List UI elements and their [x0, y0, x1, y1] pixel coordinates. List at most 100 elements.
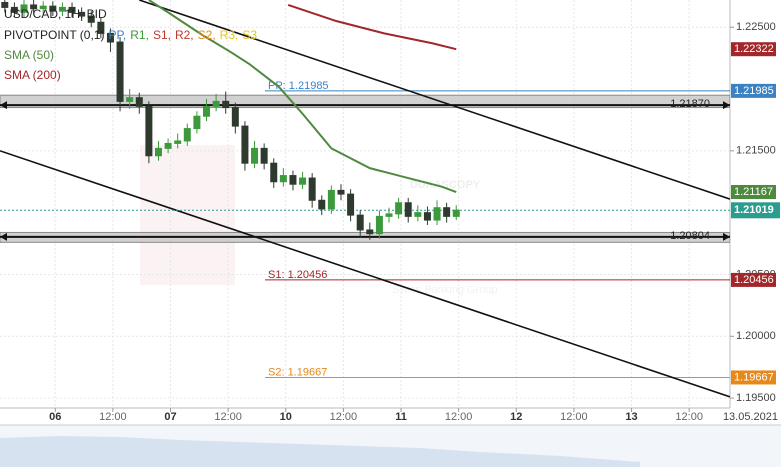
candle-body [30, 4, 38, 10]
candle-body [366, 229, 374, 235]
plot: DUKASCOPY Swiss Banking Group 1.21870 1.208… [0, 0, 730, 408]
price-tag [731, 42, 776, 57]
sma-line [287, 3, 457, 51]
candle-body [174, 140, 182, 144]
candle-body [58, 6, 66, 12]
candle-body [116, 41, 124, 102]
candle-body [203, 105, 211, 117]
candle-body [452, 209, 460, 217]
candle-body [308, 177, 316, 201]
y-tick-label: 1.19500 [736, 392, 776, 404]
x-tick-label: 06 [49, 411, 61, 423]
candle-body [443, 207, 451, 217]
price-tag-label: 1.20456 [734, 274, 774, 286]
candle-body [289, 175, 297, 185]
price-tag-label: 1.19667 [734, 371, 774, 383]
zone-label: 1.20804 [670, 230, 710, 242]
legend-item: R1, [130, 28, 149, 42]
level-label: S2: 1.19667 [268, 366, 327, 378]
x-tick-label: 12:00 [99, 411, 127, 423]
candle-body [78, 11, 86, 17]
x-tick-label: 12:00 [560, 411, 588, 423]
candle-body [423, 212, 431, 221]
candle-body [97, 21, 105, 34]
x-tick-label: 07 [164, 411, 176, 423]
price-tag-label: 1.21167 [734, 186, 773, 198]
candle-body [1, 1, 9, 8]
x-tick-label: 12:00 [330, 411, 358, 423]
price-tag-label: 1.21985 [734, 85, 774, 97]
y-tick-label: 1.21500 [736, 145, 776, 157]
candle-body [433, 207, 441, 221]
candle-body [347, 193, 355, 216]
candle-body [251, 147, 259, 164]
candle-body [222, 100, 230, 109]
candle-body [241, 125, 249, 164]
legend-item: PP, [108, 28, 126, 42]
price-tag-label: 1.21019 [734, 204, 774, 216]
price-tag [731, 370, 776, 385]
candle-body [279, 175, 287, 183]
trendline [139, 0, 730, 200]
price-tag [731, 272, 776, 287]
legend-item: S3 [242, 28, 257, 42]
x-tick-label: 10 [280, 411, 292, 423]
candle-body [270, 162, 278, 183]
candle-body [385, 213, 393, 217]
candle-body [337, 189, 345, 195]
level-label: S1: 1.20456 [268, 269, 327, 281]
candle-body [39, 5, 47, 10]
price-tag [731, 202, 780, 219]
candle-body [49, 5, 57, 12]
candle-body [183, 128, 191, 142]
x-tick-label: 12 [510, 411, 522, 423]
candle-body [414, 212, 422, 217]
candle-body [193, 115, 201, 130]
date-label: 13.05.2021 [723, 411, 778, 423]
candle-body [356, 214, 364, 231]
candle-body [299, 177, 307, 185]
legend-item: SMA (50) [4, 48, 54, 62]
navigator-area [0, 436, 640, 467]
candle-body [404, 202, 412, 217]
sma-line [148, 0, 457, 193]
candle-body [10, 6, 18, 13]
legend-item: R2, [175, 28, 194, 42]
x-tick-label: 12:00 [445, 411, 473, 423]
watermark: Swiss Banking Group [392, 284, 497, 296]
x-tick-label: 13 [625, 411, 637, 423]
zone-label: 1.21870 [670, 98, 710, 110]
price-tag [731, 185, 776, 200]
legend-item: SMA (200) [4, 68, 61, 82]
price-tag [731, 83, 776, 98]
candle-body [318, 199, 326, 210]
legend-indicator: PIVOTPOINT (0,1) [4, 28, 104, 42]
legend-title: USD/CAD, 1H, BID [4, 7, 107, 21]
watermark-logo [140, 145, 235, 285]
candle-body [154, 147, 162, 157]
candle-body [231, 107, 239, 127]
trendline [0, 150, 730, 398]
x-tick-label: 12:00 [214, 411, 242, 423]
watermark: DUKASCOPY [410, 179, 481, 191]
candle-body [327, 189, 335, 210]
level-label: PP: 1.21985 [268, 80, 329, 92]
candle-body [164, 142, 172, 149]
candle-body [126, 97, 134, 102]
candle-body [135, 97, 143, 107]
legend-item: R3, [220, 28, 239, 42]
legend-item: S2, [198, 28, 216, 42]
candle-body [260, 147, 268, 164]
candle-body [68, 6, 76, 13]
candle-body [375, 215, 383, 235]
candle-body [106, 32, 114, 43]
price-tag-label: 1.22322 [734, 43, 774, 55]
candle-body [145, 105, 153, 157]
candle-body [212, 100, 220, 107]
candle-body [87, 15, 95, 23]
legend-item: S1, [153, 28, 171, 42]
y-tick-label: 1.20000 [736, 330, 776, 342]
candle-body [395, 202, 403, 215]
x-tick-label: 11 [395, 411, 407, 423]
